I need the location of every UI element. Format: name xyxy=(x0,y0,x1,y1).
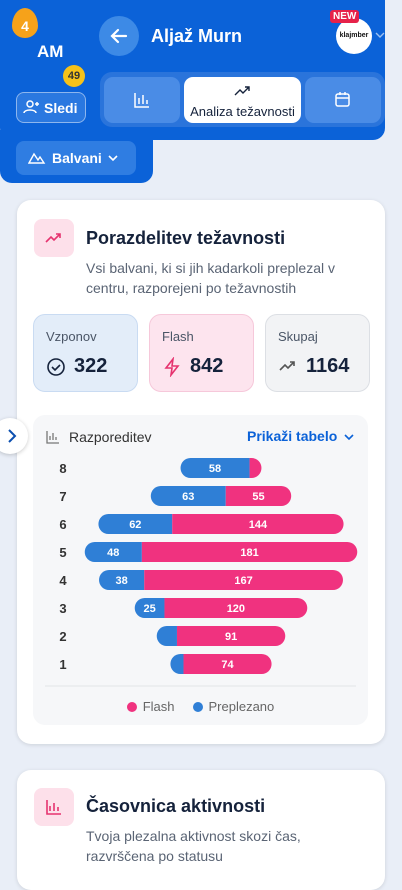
level: 4 xyxy=(21,18,29,34)
bolt-icon xyxy=(164,357,180,377)
bar-segment xyxy=(225,486,292,506)
tab-icon xyxy=(134,93,149,108)
value-label: 55 xyxy=(252,491,264,503)
legend-label: Flash xyxy=(142,699,175,714)
value-label: 48 xyxy=(107,547,119,559)
legend-item: Preplezano xyxy=(192,699,275,714)
gym-logo[interactable]: klajmber xyxy=(336,18,372,54)
value-label: 144 xyxy=(249,519,268,531)
value-label: 58 xyxy=(209,463,221,475)
bar-segment xyxy=(141,542,358,562)
chart-icon xyxy=(46,800,61,815)
category-label: 1 xyxy=(59,657,66,672)
category-label: 7 xyxy=(59,489,66,504)
value-label: 74 xyxy=(221,659,234,671)
card-subtitle: Tvoja plezalna aktivnost skozi čas, razvr… xyxy=(86,826,301,866)
legend-dot xyxy=(126,701,137,712)
follow-button[interactable]: Sledi xyxy=(16,92,86,123)
chart: 8 58 7 63 55 6 62 144 5 48 181 4 38 167 3 25 120 2 91 1 74 xyxy=(45,458,358,687)
category-label: 4 xyxy=(59,573,67,588)
stat-value: 1164 xyxy=(306,355,350,377)
card-title: Porazdelitev težavnosti xyxy=(86,228,286,248)
card-icon xyxy=(34,788,74,826)
bar-segment xyxy=(99,570,145,590)
bar-segment xyxy=(183,654,272,674)
line: centru, razporejeni po težavnostih xyxy=(86,280,297,296)
bar-segment xyxy=(150,486,226,506)
card-icon xyxy=(34,219,74,257)
back-icon xyxy=(110,28,128,44)
legend-dot xyxy=(192,701,203,712)
filter-label: Balvani xyxy=(52,150,102,166)
filter-icons xyxy=(28,152,118,164)
stat-label: Vzponov xyxy=(46,329,97,344)
level-flame xyxy=(12,8,38,38)
line: Tvoja plezalna aktivnost skozi čas, xyxy=(86,828,301,844)
bar-segment xyxy=(144,570,343,590)
trend-icon xyxy=(45,233,61,243)
timeline-card xyxy=(17,770,385,890)
chart-icon xyxy=(46,431,59,444)
bar-segment xyxy=(98,514,173,534)
table-toggle[interactable]: Prikaži tabelo xyxy=(247,428,338,444)
tab[interactable] xyxy=(104,77,180,123)
stat-label: Flash xyxy=(162,329,194,344)
category-label: 8 xyxy=(59,461,66,476)
line: Vsi balvani, ki si jih kadarkoli preplez… xyxy=(86,260,335,276)
legend-item: Flash xyxy=(126,699,175,714)
tab-icon xyxy=(335,92,350,107)
back-button[interactable] xyxy=(99,16,139,56)
bar-segment xyxy=(170,654,184,674)
chart-title: Razporeditev xyxy=(69,429,152,445)
card-title: Časovnica aktivnosti xyxy=(86,796,266,816)
side-toggle[interactable] xyxy=(0,418,28,454)
bar-segment xyxy=(84,542,142,562)
value-label: 63 xyxy=(182,491,194,503)
tab-icon xyxy=(234,86,250,96)
value-label: 167 xyxy=(234,575,252,587)
user-name: Aljaž Murn xyxy=(151,26,243,46)
trend-icon xyxy=(279,361,295,371)
category-label: 5 xyxy=(59,545,66,560)
line: razvrščena po statusu xyxy=(86,848,223,864)
bar-segment xyxy=(176,626,286,646)
bar-segment xyxy=(180,458,250,478)
value-label: 181 xyxy=(240,547,258,559)
card-subtitle: Vsi balvani, ki si jih kadarkoli preplez… xyxy=(86,258,335,298)
new-badge: NEW xyxy=(330,10,360,23)
follow-icon xyxy=(23,100,39,114)
category-label: 3 xyxy=(59,601,66,616)
initials: AM xyxy=(37,42,64,61)
value-label: 62 xyxy=(129,519,141,531)
points: 49 xyxy=(63,65,85,87)
tab-label: Analiza težavnosti xyxy=(190,104,295,119)
bar-segment xyxy=(134,598,165,618)
category-label: 6 xyxy=(59,517,66,532)
caret xyxy=(375,32,385,38)
tab-active[interactable]: Analiza težavnosti xyxy=(184,77,301,123)
value-label: 25 xyxy=(143,603,155,615)
value-label: 38 xyxy=(116,575,128,587)
stat-box: Vzponov 322 xyxy=(33,314,138,392)
bar-segment xyxy=(249,458,262,478)
stat-box: Flash 842 xyxy=(149,314,254,392)
tab[interactable] xyxy=(305,77,381,123)
stat-value: 322 xyxy=(74,355,108,377)
stat-label: Skupaj xyxy=(278,329,318,344)
check-icon xyxy=(47,358,65,376)
stat-box: Skupaj 1164 xyxy=(265,314,370,392)
legend-label: Preplezano xyxy=(208,699,275,714)
category-label: 2 xyxy=(59,629,66,644)
value-label: 91 xyxy=(225,631,237,643)
bar-segment xyxy=(172,514,344,534)
legend: Flash Preplezano xyxy=(33,699,368,714)
bar-segment xyxy=(164,598,308,618)
stat-value: 842 xyxy=(190,355,224,377)
toggle-caret xyxy=(344,434,354,441)
follow-label: Sledi xyxy=(44,100,78,116)
value-label: 120 xyxy=(227,603,245,615)
bar-segment xyxy=(156,626,177,646)
chevron xyxy=(8,429,17,443)
